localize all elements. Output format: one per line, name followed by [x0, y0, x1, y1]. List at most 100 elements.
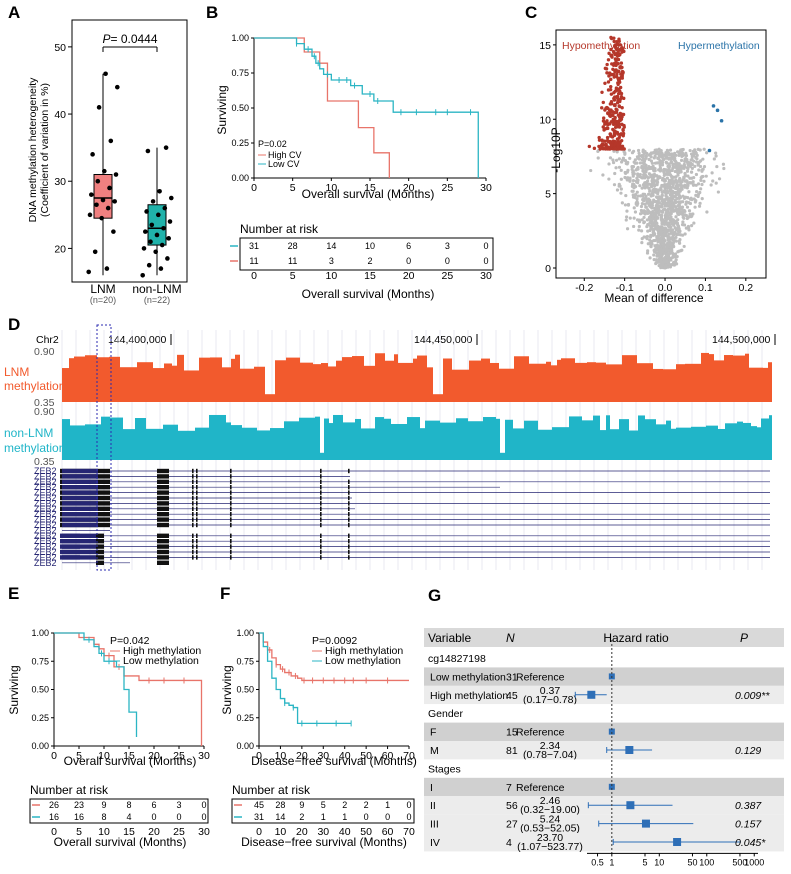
volcano-point-ns	[649, 174, 653, 179]
volcano-point-hyper	[711, 104, 716, 108]
panel-b-risk-table	[239, 237, 494, 271]
volcano-point-ns	[700, 196, 704, 201]
panel-d-exon	[348, 544, 350, 549]
panel-g-row-hr: Reference	[516, 671, 565, 683]
panel-d-track2-bar	[666, 420, 671, 460]
panel-f-risk-xtick: 20	[296, 826, 308, 838]
panel-d-track1-bar	[394, 354, 398, 402]
volcano-point-ns	[626, 176, 630, 180]
panel-d-exon	[230, 549, 232, 555]
box-point	[150, 199, 156, 204]
panel-a-label: A	[8, 3, 20, 22]
panel-f-curves	[259, 632, 409, 727]
volcano-point-ns	[657, 208, 661, 212]
panel-d-chr: Chr2	[36, 334, 59, 346]
volcano-point-ns	[676, 250, 680, 254]
box-point	[162, 205, 168, 211]
panel-d-exon	[196, 555, 198, 560]
panel-d-track2-bar	[569, 416, 582, 460]
panel-f-ytick-label: 0.50	[236, 685, 254, 695]
panel-g-row-ci: (0.17−0.78)	[523, 694, 577, 706]
volcano-point-ns	[654, 261, 658, 266]
volcano-point-ns	[655, 215, 660, 220]
volcano-point-ns	[717, 177, 722, 181]
panel-g-xtick-label: 1	[609, 857, 614, 867]
panel-f-ytick-label: 0.75	[236, 656, 254, 666]
panel-d-track1-min: 0.35	[34, 397, 55, 409]
panel-b-risk-xtick: 5	[290, 270, 296, 282]
panel-d-utr	[62, 522, 98, 528]
panel-d-exon	[196, 490, 198, 495]
volcano-point-ns	[660, 161, 664, 166]
panel-g-row-label: I	[430, 782, 433, 794]
panel-d-exon	[157, 549, 169, 555]
panel-d-track1-bar	[342, 357, 352, 402]
volcano-point-ns	[671, 261, 676, 265]
panel-d-track1-bar	[240, 368, 254, 402]
panel-d-track2-bar	[638, 415, 645, 460]
box-point	[157, 189, 162, 194]
panel-f-label: F	[220, 584, 230, 603]
panel-d-exon	[196, 533, 198, 538]
volcano-point-ns	[675, 192, 679, 197]
volcano-point-hypo	[621, 112, 626, 117]
volcano-point-ns	[711, 179, 715, 183]
volcano-point-ns	[655, 221, 659, 225]
volcano-point-ns	[659, 168, 663, 172]
volcano-point-ns	[619, 187, 623, 191]
panel-d-track1-bar	[551, 365, 557, 402]
volcano-point-hypo	[587, 144, 592, 149]
panel-g-estimate-point	[625, 746, 634, 754]
panel-d-gene-label: ZEB2	[34, 525, 57, 535]
volcano-point-ns	[705, 151, 709, 155]
panel-f-xlabel: Disease−free survival (Months)	[251, 754, 417, 768]
panel-b-xtick-label: 20	[403, 182, 415, 194]
volcano-point-ns	[644, 194, 648, 198]
volcano-point-ns	[684, 153, 689, 158]
volcano-point-hyper	[715, 108, 720, 113]
panel-b-ticks: 0.00 0.25 0.50 0.75 1.00 0 5 10 15 20 25 30	[231, 33, 492, 194]
panel-d-exon	[320, 512, 322, 517]
volcano-point-hypo	[614, 86, 619, 90]
volcano-point-hypo	[615, 72, 619, 76]
panel-d-track1-bars	[62, 352, 772, 402]
panel-d-track2-bar	[420, 428, 425, 460]
panel-d-exon	[320, 474, 322, 479]
volcano-point-hypo	[612, 36, 616, 40]
volcano-point-hypo	[616, 42, 620, 47]
panel-d-exon	[348, 495, 350, 501]
panel-d-exon	[196, 549, 198, 555]
volcano-point-ns	[689, 152, 694, 156]
box-point	[108, 138, 114, 144]
panel-g-row-band	[424, 777, 784, 797]
panel-d-exon	[157, 474, 169, 479]
volcano-point-hypo	[618, 99, 622, 104]
panel-f-legend-high: High methylation	[325, 645, 403, 657]
panel-d-track2-bar	[407, 417, 420, 460]
volcano-point-ns	[640, 211, 645, 215]
volcano-point-hypo	[612, 130, 617, 134]
panel-f-ytick-label: 0.00	[236, 741, 254, 751]
panel-d-track2-bar	[329, 423, 333, 460]
panel-d-exon	[192, 495, 194, 501]
volcano-point-ns	[674, 165, 678, 169]
panel-d-exon	[196, 544, 198, 549]
panel-f-ylabel: Surviving	[220, 665, 234, 714]
volcano-point-hypo	[614, 107, 618, 111]
volcano-point-ns	[676, 173, 680, 177]
volcano-point-ns	[671, 233, 675, 237]
volcano-point-hypo	[617, 39, 621, 43]
panel-a-pvalue: P= 0.0444	[102, 32, 157, 46]
volcano-point-ns	[645, 237, 649, 241]
volcano-point-ns	[623, 159, 628, 163]
panel-f-km-high	[259, 632, 409, 682]
volcano-point-ns	[635, 161, 639, 165]
volcano-point-ns	[612, 183, 617, 187]
panel-d-track1-bar	[606, 364, 622, 402]
panel-d-exon	[230, 479, 232, 484]
panel-d-exon	[348, 549, 350, 555]
panel-f-risk-xtick: 50	[360, 826, 372, 838]
panel-e-risk-cell: 9	[101, 800, 106, 810]
volcano-point-ns	[640, 154, 644, 158]
